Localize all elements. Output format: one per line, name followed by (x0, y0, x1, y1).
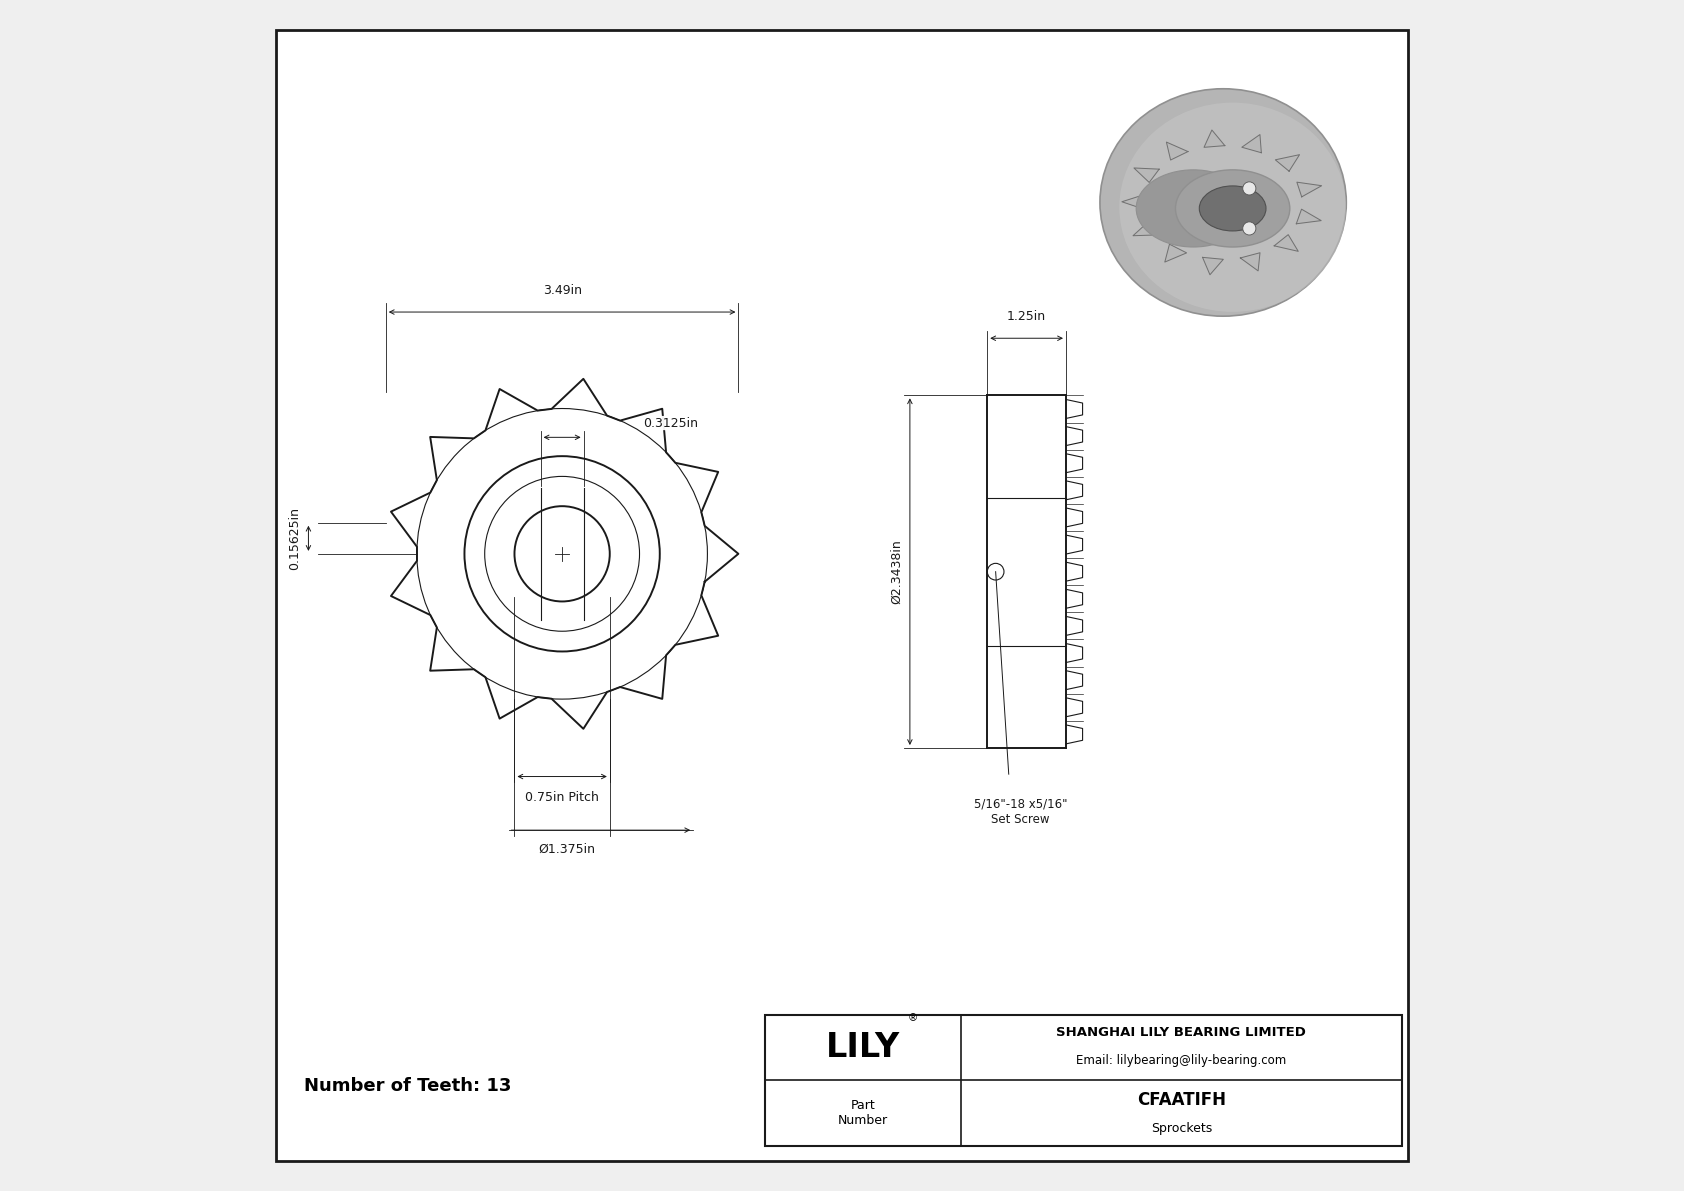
Text: Ø1.375in: Ø1.375in (539, 843, 596, 855)
Polygon shape (1297, 182, 1322, 197)
Ellipse shape (1199, 186, 1266, 231)
Polygon shape (1133, 222, 1159, 236)
Polygon shape (1165, 244, 1187, 262)
Text: 0.75in Pitch: 0.75in Pitch (525, 792, 600, 804)
Polygon shape (1275, 235, 1298, 251)
Text: ®: ® (908, 1012, 918, 1023)
Text: 3.49in: 3.49in (542, 285, 581, 297)
Circle shape (1243, 222, 1256, 235)
Text: SHANGHAI LILY BEARING LIMITED: SHANGHAI LILY BEARING LIMITED (1056, 1025, 1307, 1039)
Ellipse shape (1175, 170, 1290, 247)
Polygon shape (1167, 142, 1187, 160)
Ellipse shape (1100, 89, 1346, 316)
Text: LILY: LILY (825, 1031, 899, 1064)
Text: CFAATIFH: CFAATIFH (1137, 1091, 1226, 1109)
Polygon shape (1241, 252, 1260, 270)
Polygon shape (1202, 257, 1223, 275)
Text: Part
Number: Part Number (837, 1099, 887, 1127)
Text: Ø2.3438in: Ø2.3438in (889, 540, 903, 604)
Polygon shape (1297, 210, 1322, 224)
Ellipse shape (1137, 170, 1251, 247)
Polygon shape (1133, 168, 1159, 182)
Polygon shape (1204, 130, 1224, 148)
Ellipse shape (1120, 102, 1346, 312)
Text: Number of Teeth: 13: Number of Teeth: 13 (303, 1077, 510, 1096)
Text: 0.15625in: 0.15625in (288, 507, 301, 569)
Text: 5/16"-18 x5/16"
Set Screw: 5/16"-18 x5/16" Set Screw (973, 798, 1068, 827)
Bar (765, 1015, 1401, 1146)
Text: Email: lilybearing@lily-bearing.com: Email: lilybearing@lily-bearing.com (1076, 1054, 1287, 1067)
Text: Sprockets: Sprockets (1150, 1122, 1212, 1135)
Polygon shape (1122, 194, 1145, 210)
Polygon shape (1241, 135, 1261, 152)
Text: 0.3125in: 0.3125in (643, 417, 699, 430)
Text: 1.25in: 1.25in (1007, 311, 1046, 323)
Circle shape (1243, 182, 1256, 195)
Polygon shape (1275, 155, 1300, 172)
